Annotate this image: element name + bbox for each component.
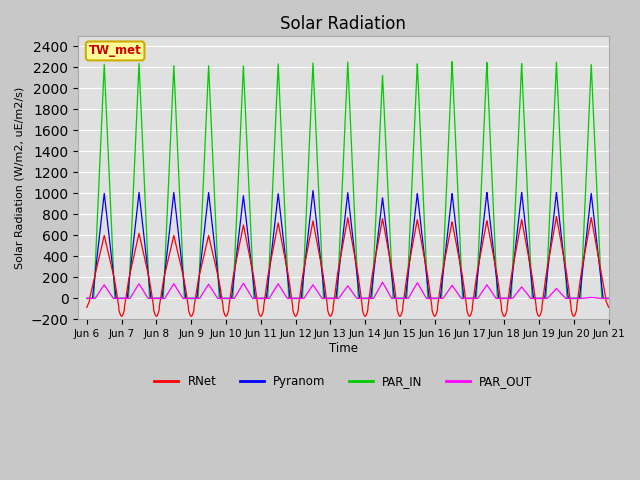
- Pyranom: [278, 226, 286, 232]
- PAR_OUT: [83, 296, 91, 301]
- PAR_OUT: [494, 296, 502, 301]
- Pyranom: [603, 296, 611, 301]
- Pyranom: [189, 296, 196, 301]
- Pyranom: [195, 280, 202, 286]
- RNet: [420, 251, 428, 256]
- PAR_IN: [189, 296, 196, 301]
- RNet: [603, 300, 611, 306]
- PAR_OUT: [603, 296, 611, 301]
- Legend: RNet, Pyranom, PAR_IN, PAR_OUT: RNet, Pyranom, PAR_IN, PAR_OUT: [150, 371, 537, 393]
- Pyranom: [83, 296, 91, 301]
- PAR_IN: [420, 199, 428, 205]
- RNet: [195, 276, 202, 282]
- PAR_OUT: [420, 291, 428, 297]
- RNet: [494, 276, 502, 282]
- PAR_IN: [278, 150, 286, 156]
- Pyranom: [420, 246, 428, 252]
- Text: TW_met: TW_met: [89, 45, 141, 58]
- Line: PAR_IN: PAR_IN: [87, 61, 609, 299]
- PAR_IN: [603, 296, 611, 301]
- PAR_IN: [83, 296, 91, 301]
- RNet: [552, 214, 560, 219]
- RNet: [278, 241, 286, 247]
- PAR_OUT: [605, 296, 612, 301]
- X-axis label: Time: Time: [329, 342, 358, 355]
- RNet: [118, 313, 125, 319]
- PAR_IN: [195, 289, 202, 295]
- Pyranom: [605, 296, 612, 301]
- PAR_OUT: [195, 296, 202, 301]
- Pyranom: [494, 286, 502, 292]
- PAR_OUT: [379, 279, 387, 285]
- PAR_IN: [448, 59, 456, 64]
- PAR_OUT: [189, 296, 196, 301]
- Line: Pyranom: Pyranom: [87, 191, 609, 299]
- RNet: [189, 310, 197, 316]
- RNet: [83, 304, 91, 310]
- Pyranom: [309, 188, 317, 193]
- Line: RNet: RNet: [87, 216, 609, 316]
- PAR_IN: [494, 296, 502, 301]
- RNet: [605, 304, 612, 310]
- Y-axis label: Solar Radiation (W/m2, uE/m2/s): Solar Radiation (W/m2, uE/m2/s): [15, 86, 25, 269]
- PAR_OUT: [278, 288, 286, 293]
- PAR_IN: [605, 296, 612, 301]
- Title: Solar Radiation: Solar Radiation: [280, 15, 406, 33]
- Line: PAR_OUT: PAR_OUT: [87, 282, 609, 299]
